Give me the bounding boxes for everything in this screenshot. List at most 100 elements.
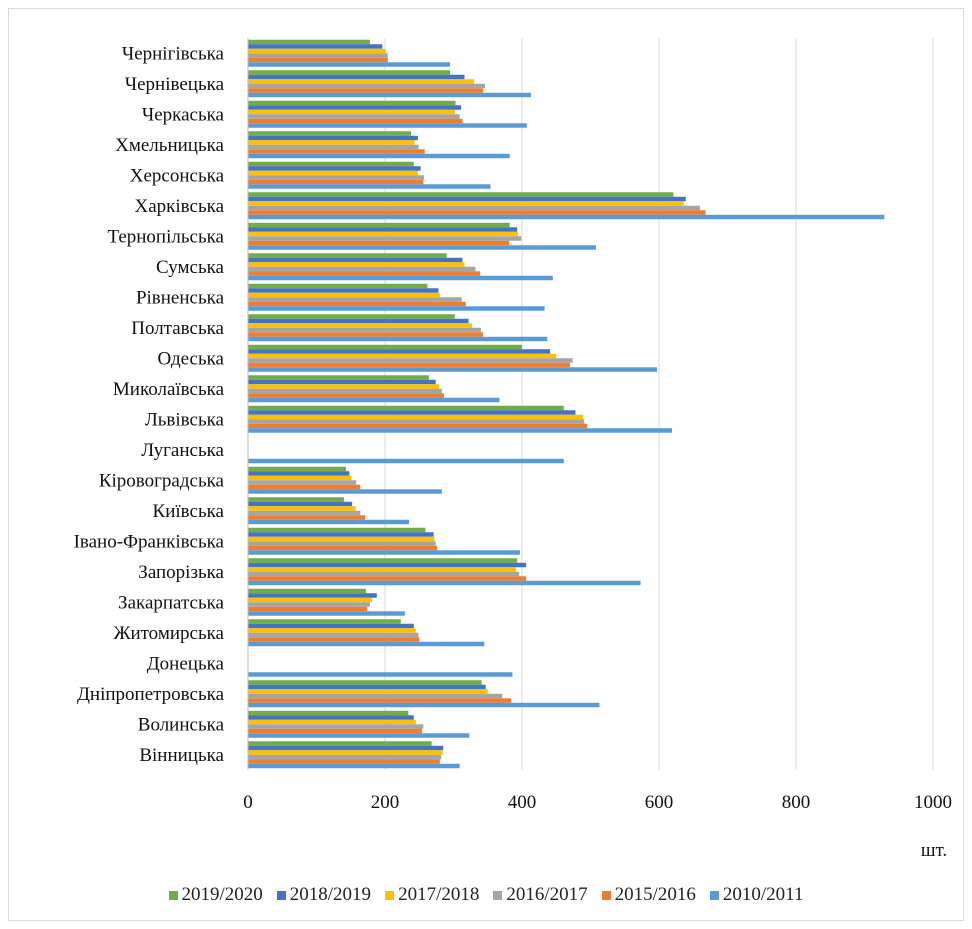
category-label: Херсонська: [130, 165, 225, 186]
bar: [248, 728, 422, 734]
bar: [248, 344, 522, 350]
bar: [248, 236, 522, 241]
category-label: Донецька: [147, 653, 225, 674]
bar: [248, 74, 465, 80]
bar: [248, 144, 419, 150]
bar: [248, 558, 518, 563]
bar: [248, 388, 442, 394]
bar: [248, 719, 416, 725]
legend-swatch: [493, 890, 503, 900]
bar: [248, 532, 434, 537]
bar: [248, 105, 462, 110]
bar: [248, 458, 564, 464]
bar: [248, 741, 432, 746]
bar: [248, 580, 641, 586]
bar: [248, 166, 421, 171]
bar: [248, 109, 455, 115]
legend-label: 2017/2018: [398, 884, 480, 905]
bar: [248, 637, 420, 642]
bar: [248, 510, 361, 516]
bar: [248, 336, 548, 342]
bar: [248, 327, 481, 333]
bar: [248, 201, 684, 206]
category-label: Вінницька: [139, 745, 224, 766]
legend-label: 2019/2020: [181, 884, 263, 905]
bar: [248, 362, 570, 368]
x-tick-label: 1000: [914, 792, 952, 813]
bar-chart: 0 200 400 600 800 1000 шт. Чернігівська Чернівец…: [74, 38, 952, 861]
bar: [248, 353, 557, 359]
bar: [248, 628, 416, 633]
legend-label: 2010/2011: [722, 884, 804, 905]
bar: [248, 405, 564, 411]
bar: [248, 619, 401, 624]
bar: [248, 192, 674, 197]
bar: [248, 593, 377, 598]
bar: [248, 393, 444, 398]
bar: [248, 466, 346, 472]
category-label: Рівненська: [136, 287, 225, 308]
bar: [248, 475, 352, 481]
bar: [248, 702, 600, 708]
bar: [248, 266, 476, 272]
legend-item: 2016/2017: [493, 884, 588, 906]
bar: [248, 57, 388, 63]
bar: [248, 428, 673, 433]
bar: [248, 175, 425, 180]
chart-frame: [8, 8, 964, 921]
bar: [248, 545, 438, 551]
bar: [248, 100, 456, 106]
category-label: Київська: [153, 501, 225, 522]
bar: [248, 39, 370, 45]
category-label: Волинська: [138, 714, 225, 735]
bar: [248, 161, 414, 167]
bar: [248, 484, 361, 490]
bar: [248, 227, 518, 232]
category-label: Чернігівська: [122, 43, 225, 64]
bar: [248, 170, 418, 176]
category-label: Полтавська: [131, 318, 224, 339]
legend-label: 2016/2017: [506, 884, 588, 905]
bar: [248, 306, 545, 311]
bar: [248, 414, 583, 420]
category-label: Тернопільська: [107, 226, 224, 247]
legend-item: 2010/2011: [709, 884, 804, 906]
bar: [248, 733, 470, 738]
bar: [248, 275, 553, 281]
bar: [248, 745, 444, 751]
bar: [248, 597, 372, 603]
legend-swatch: [385, 890, 395, 900]
x-tick-label: 200: [371, 792, 400, 813]
bar: [248, 88, 483, 93]
category-label: Миколаївська: [113, 379, 225, 400]
x-tick-label: 800: [782, 792, 811, 813]
bar: [248, 384, 440, 389]
bar: [248, 153, 510, 159]
bar: [248, 332, 483, 337]
bar: [248, 131, 412, 136]
bar: [248, 114, 460, 119]
bar: [248, 641, 485, 647]
x-tick-label: 400: [508, 792, 537, 813]
legend-item: 2015/2016: [601, 884, 696, 906]
bar: [248, 210, 706, 215]
bar: [248, 588, 366, 594]
bar: [248, 135, 418, 141]
category-label: Чернівецька: [125, 74, 225, 95]
bar: [248, 423, 588, 429]
bar: [248, 253, 447, 258]
bar: [248, 297, 462, 302]
bar: [248, 149, 425, 154]
category-label: Львівська: [145, 409, 225, 430]
category-label: Дніпропетровська: [77, 684, 225, 705]
bar: [248, 689, 488, 694]
bar: [248, 222, 510, 228]
legend-swatch: [601, 890, 611, 900]
bar: [248, 501, 353, 507]
bar: [248, 763, 460, 769]
bar: [248, 567, 516, 572]
bar: [248, 314, 455, 319]
category-label: Черкаська: [142, 104, 225, 125]
bar: [248, 715, 414, 720]
bar: [248, 710, 409, 716]
